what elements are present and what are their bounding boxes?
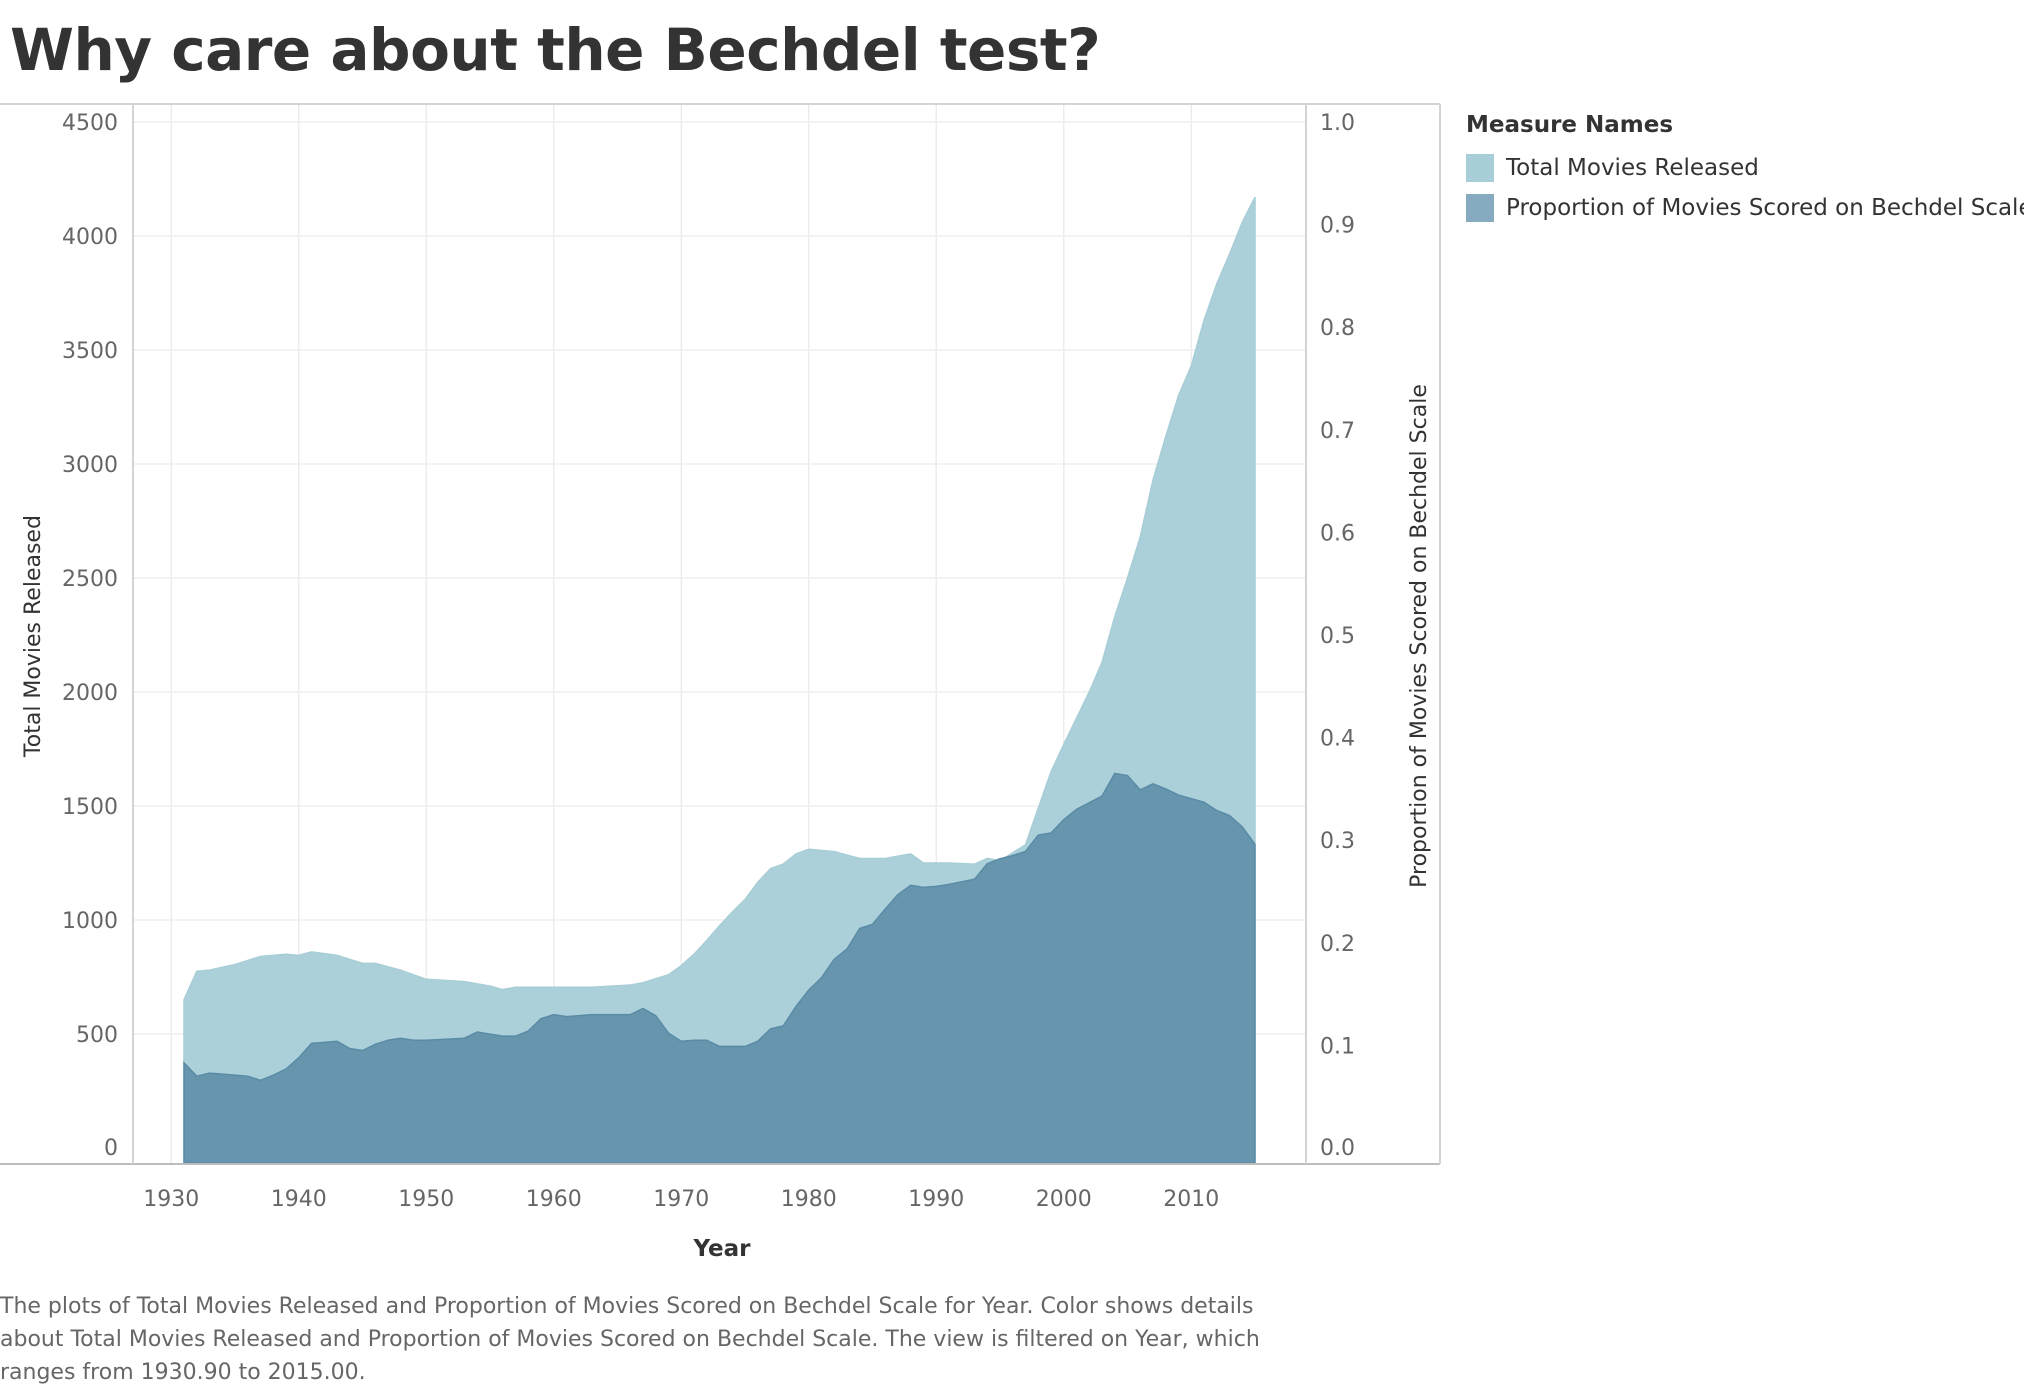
area-chart: 1930 1940 1950 1960 1970 1980 1990 2000 2010 0 500… [0, 103, 1441, 1262]
legend-item-proportion[interactable]: Proportion of Movies Scored on Bechdel S… [1466, 188, 2024, 228]
y-tick-label: 2500 [62, 567, 118, 592]
area-proportion-bechdel[interactable] [183, 772, 1256, 1164]
x-tick-label: 1980 [781, 1187, 837, 1212]
y2-tick-label: 0.2 [1320, 932, 1355, 957]
y-tick-label: 0 [104, 1136, 118, 1161]
legend-swatch-total-movies [1466, 154, 1494, 182]
y2-tick-label: 0.3 [1320, 829, 1355, 854]
y-tick-label: 4000 [62, 225, 118, 250]
y2-tick-label: 0.8 [1320, 316, 1355, 341]
y2-tick-label: 0.0 [1320, 1136, 1355, 1161]
x-tick-label: 2010 [1163, 1187, 1219, 1212]
x-tick-label: 1970 [653, 1187, 709, 1212]
y-tick-label: 2000 [62, 681, 118, 706]
page-title: Why care about the Bechdel test? [10, 16, 1101, 84]
legend-swatch-proportion [1466, 194, 1494, 222]
plot-frame [0, 103, 1441, 1165]
x-axis-title: Year [692, 1236, 751, 1262]
y-tick-label: 3500 [62, 339, 118, 364]
area-series [183, 196, 1256, 1164]
x-tick-label: 1940 [271, 1187, 327, 1212]
tick-labels: 1930 1940 1950 1960 1970 1980 1990 2000 2010 0 500… [62, 111, 1355, 1212]
x-tick-label: 1930 [143, 1187, 199, 1212]
legend-label-proportion: Proportion of Movies Scored on Bechdel S… [1506, 195, 2024, 221]
y-tick-label: 500 [76, 1023, 118, 1048]
y2-tick-label: 0.6 [1320, 521, 1355, 546]
x-tick-label: 1950 [398, 1187, 454, 1212]
legend-label-total-movies: Total Movies Released [1506, 155, 1759, 181]
y2-tick-label: 0.7 [1320, 419, 1355, 444]
chart-caption: The plots of Total Movies Released and P… [0, 1294, 1260, 1385]
y-tick-label: 3000 [62, 453, 118, 478]
y2-tick-label: 0.4 [1320, 727, 1355, 752]
y-tick-label: 4500 [62, 111, 118, 136]
legend: Measure Names Total Movies Released Prop… [1466, 112, 2024, 228]
legend-title: Measure Names [1466, 112, 1674, 138]
y2-tick-label: 0.5 [1320, 624, 1355, 649]
x-tick-label: 1990 [908, 1187, 964, 1212]
x-tick-label: 2000 [1036, 1187, 1092, 1212]
legend-item-total-movies[interactable]: Total Movies Released [1466, 148, 2024, 188]
x-tick-label: 1960 [526, 1187, 582, 1212]
y-tick-label: 1000 [62, 909, 118, 934]
y2-tick-label: 0.1 [1320, 1034, 1355, 1059]
y2-tick-label: 0.9 [1320, 214, 1355, 239]
y2-tick-label: 1.0 [1320, 111, 1355, 136]
y-tick-label: 1500 [62, 795, 118, 820]
y2-axis-title: Proportion of Movies Scored on Bechdel S… [1407, 384, 1432, 888]
y-axis-title: Total Movies Released [21, 515, 46, 758]
